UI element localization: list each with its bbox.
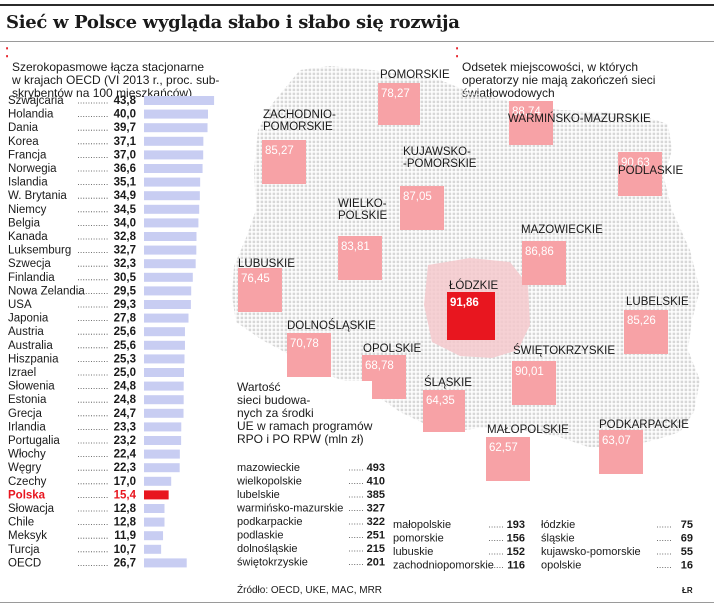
region-label-group: PODLASKIE [618,165,684,177]
bullet-icon: ⁚ [5,45,10,60]
region-value: 86,86 [525,246,554,258]
region-value: 76,45 [241,273,270,285]
region-value: 90,63 [621,157,650,169]
region-box [624,310,668,354]
region-label-group: WIELKO-POLSKIE [338,198,388,222]
region-box [599,430,643,474]
page-title: Sieć w Polsce wygląda słabo i słabo się … [6,12,460,33]
region-zachodnio-pomorskie: 85,27 ZACHODNIO-POMORSKIE [262,109,336,184]
region-box [447,292,495,340]
region-label: OPOLSKIE [363,343,421,355]
region-pomorskie: 78,27 POMORSKIE [378,69,450,125]
region-value: 87,05 [403,191,432,203]
top-rule [0,4,714,6]
poland-outline [232,66,700,447]
region-label-group: MAŁOPOLSKIE [487,424,569,436]
region-value: 90,01 [515,366,544,378]
region-box [238,268,282,312]
region-label: ŚWIĘTOKRZYSKIE [513,344,615,357]
region-value: 85,26 [627,315,656,327]
region-value: 83,81 [341,241,370,253]
region-wielko-polskie: 83,81 WIELKO-POLSKIE [338,198,388,280]
region-value: 70,78 [290,338,319,350]
region-label-group: OPOLSKIE [363,343,421,355]
region-label: ZACHODNIO-POMORSKIE [263,109,336,133]
region-slaskie: 64,35 ŚLĄSKIE [423,376,472,432]
region-label-group: LUBUSKIE [238,258,295,270]
region-label-group: LUBELSKIE [626,296,689,308]
region-value: 63,07 [602,435,631,447]
funds-panel-bg [232,452,388,570]
region-value: 68,78 [365,360,394,372]
region-mazowieckie: 86,86 MAZOWIECKIE [521,224,603,285]
region-box [262,140,306,184]
region-box [509,101,553,145]
region-label-group: ŁÓDZKIE [449,279,499,292]
region-malopolskie: 62,57 MAŁOPOLSKIE [486,424,569,481]
region-label-group: ŚWIĘTOKRZYSKIE [513,344,615,357]
oecd-chart-title: Szerokopasmowe łącza stacjonarne w kraja… [12,60,220,100]
region-label-group: WARMIŃSKO-MAZURSKIE [508,112,651,125]
region-podkarpackie: 63,07 PODKARPACKIE [599,419,689,474]
region-lodzkie: 91,86 ŁÓDZKIE [447,279,499,340]
region-box [378,83,420,125]
region-label: POMORSKIE [380,69,450,81]
region-label: WARMIŃSKO-MAZURSKIE [508,112,651,125]
source-note: Źródło: OECD, UKE, MAC, MRR [237,585,383,596]
region-box [512,361,556,405]
region-box [400,186,444,230]
region-label-group: PODKARPACKIE [599,419,689,431]
region-box [423,390,465,432]
region-box [287,333,331,377]
region-swietokrzyskie: 90,01 ŚWIĘTOKRZYSKIE [512,344,615,405]
region-box [522,241,566,285]
region-label-group: MAZOWIECKIE [521,224,603,236]
region-value: 88,74 [512,106,541,118]
region-label: ŚLĄSKIE [424,376,472,389]
region-label: MAZOWIECKIE [521,224,603,236]
region-label-group: DOLNOŚLĄSKIE [287,319,376,332]
region-dolnoslaskie: 70,78 DOLNOŚLĄSKIE [287,319,376,377]
region-label: MAŁOPOLSKIE [487,424,569,436]
region-value: 91,86 [450,297,479,309]
bullet-icon: ⁚ [455,45,460,60]
region-value: 78,27 [381,88,410,100]
region-value: 64,35 [426,395,455,407]
region-box [486,437,530,481]
map-title: Odsetek miejscowości, w których operator… [462,60,656,100]
map-subtitle: ⁚ Odsetek miejscowości, w których operato… [455,46,702,100]
region-box [338,236,382,280]
region-label: LUBUSKIE [238,258,295,270]
title-rule [0,41,714,42]
region-lubelskie: 85,26 LUBELSKIE [624,296,689,354]
oecd-chart-subtitle: ⁚ Szerokopasmowe łącza stacjonarne w kraj… [5,46,222,100]
region-label: WIELKO-POLSKIE [338,198,388,222]
region-value: 62,57 [489,442,518,454]
bottom-rule [0,602,714,603]
region-label: KUJAWSKO--POMORSKIE [403,146,477,170]
region-box [618,152,662,196]
funds-title: Wartość sieci budowa- nych za środki UE … [237,380,373,446]
region-label-group: KUJAWSKO--POMORSKIE [403,146,477,170]
region-label: DOLNOŚLĄSKIE [287,319,376,332]
region-label-group: ZACHODNIO-POMORSKIE [263,109,336,133]
region-label: PODKARPACKIE [599,419,689,431]
region-label-group: POMORSKIE [380,69,450,81]
region-lubuskie: 76,45 LUBUSKIE [238,258,295,312]
region-kujawsko-pomorskie: 87,05 KUJAWSKO--POMORSKIE [400,146,477,230]
region-label: PODLASKIE [618,165,684,177]
region-label-group: ŚLĄSKIE [424,376,472,389]
region-label: ŁÓDZKIE [449,279,499,292]
region-value: 85,27 [265,145,294,157]
region-label: LUBELSKIE [626,296,689,308]
author-initials: ŁR [682,586,693,595]
